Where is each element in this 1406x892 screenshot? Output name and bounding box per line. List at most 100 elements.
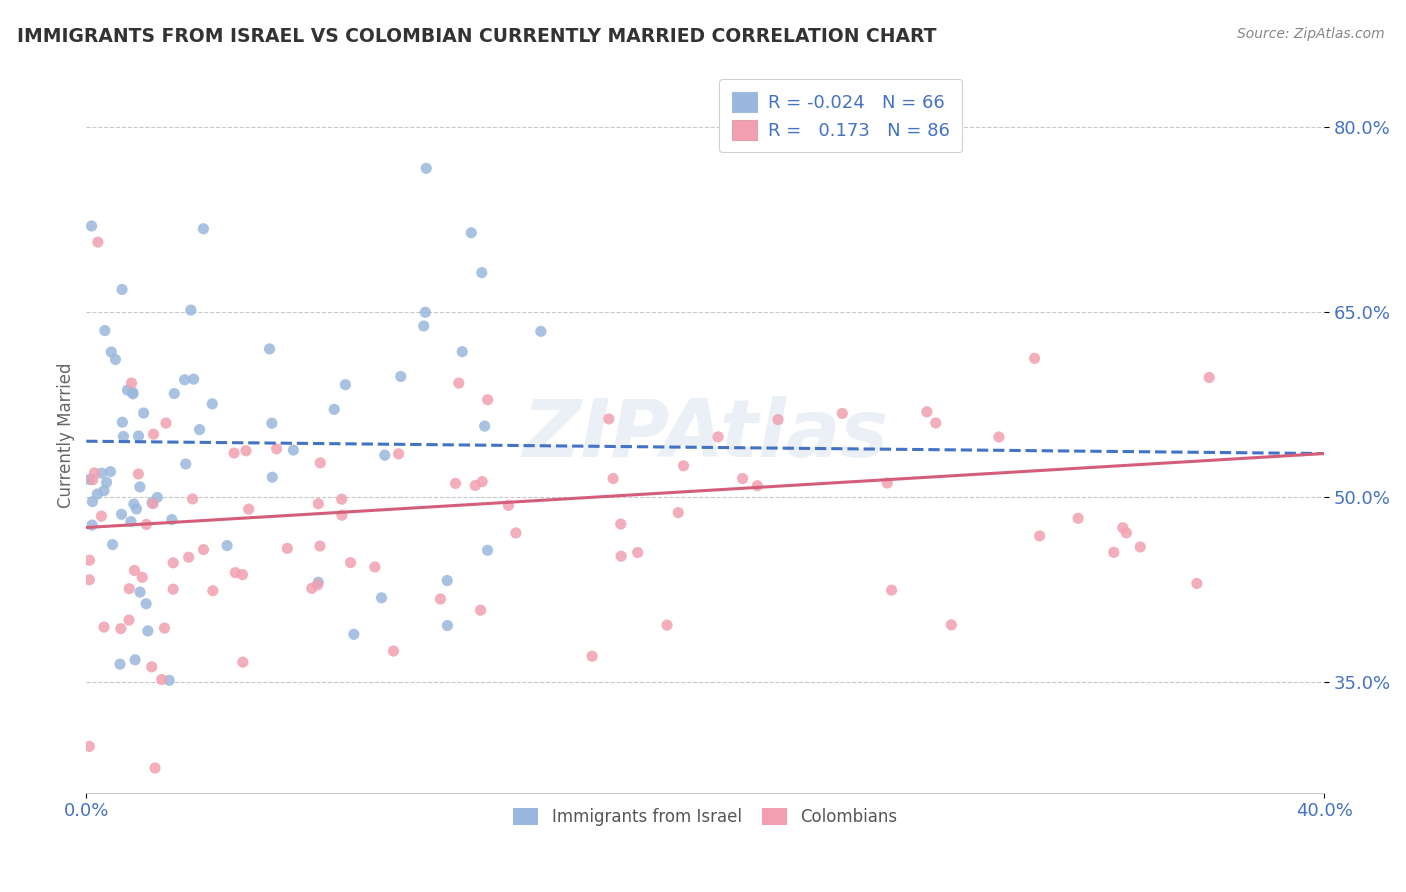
Point [79,553,101,567]
Point [224,446,246,460]
Point [1115,525,1137,540]
Point [110,508,132,522]
Point [262,470,284,484]
Point [505,525,527,540]
Point [153,621,176,635]
Point [120,515,142,529]
Point [124,653,146,667]
Point [323,402,346,417]
Point [110,622,132,636]
Point [94,324,117,338]
Point [180,303,202,318]
Point [80,518,103,533]
Point [122,497,145,511]
Point [96,475,118,490]
Point [666,506,689,520]
Point [128,429,150,443]
Text: Source: ZipAtlas.com: Source: ZipAtlas.com [1237,27,1385,41]
Point [1028,529,1050,543]
Point [876,475,898,490]
Point [672,458,695,473]
Point [100,465,122,479]
Point [655,618,678,632]
Point [79,739,101,754]
Point [581,649,603,664]
Point [610,517,633,532]
Point [101,538,124,552]
Point [1198,370,1220,384]
Point [142,427,165,442]
Point [93,620,115,634]
Point [238,502,260,516]
Point [224,566,246,580]
Point [301,582,323,596]
Point [766,412,789,426]
Point [598,412,620,426]
Point [83,466,105,480]
Point [173,373,195,387]
Point [181,491,204,506]
Point [339,556,361,570]
Point [129,480,152,494]
Point [309,539,332,553]
Point [436,574,458,588]
Point [470,603,492,617]
Point [232,655,254,669]
Point [1112,521,1135,535]
Point [1129,540,1152,554]
Point [131,570,153,584]
Point [82,494,104,508]
Point [941,617,963,632]
Legend: Immigrants from Israel, Colombians: Immigrants from Israel, Colombians [505,799,905,834]
Point [142,497,165,511]
Point [86,487,108,501]
Point [477,543,499,558]
Point [111,415,134,429]
Point [707,430,730,444]
Point [121,376,143,390]
Point [309,456,332,470]
Point [260,416,283,430]
Point [335,377,357,392]
Point [464,478,486,492]
Point [276,541,298,556]
Point [498,499,520,513]
Point [831,406,853,420]
Point [610,549,633,564]
Point [436,618,458,632]
Point [444,476,467,491]
Y-axis label: Currently Married: Currently Married [58,362,75,508]
Point [471,266,494,280]
Point [135,517,157,532]
Point [415,305,437,319]
Point [387,447,409,461]
Point [150,673,173,687]
Point [129,585,152,599]
Point [174,457,197,471]
Point [155,416,177,430]
Point [217,539,239,553]
Point [162,556,184,570]
Point [477,392,499,407]
Point [111,283,134,297]
Point [1024,351,1046,366]
Point [530,324,553,338]
Point [343,627,366,641]
Point [307,575,329,590]
Point [127,467,149,481]
Point [987,430,1010,444]
Point [188,423,211,437]
Point [117,383,139,397]
Point [915,405,938,419]
Point [143,761,166,775]
Point [1067,511,1090,525]
Point [125,502,148,516]
Point [124,564,146,578]
Point [157,673,180,688]
Point [90,466,112,480]
Point [307,497,329,511]
Point [364,560,387,574]
Point [429,591,451,606]
Point [1185,576,1208,591]
Point [82,473,104,487]
